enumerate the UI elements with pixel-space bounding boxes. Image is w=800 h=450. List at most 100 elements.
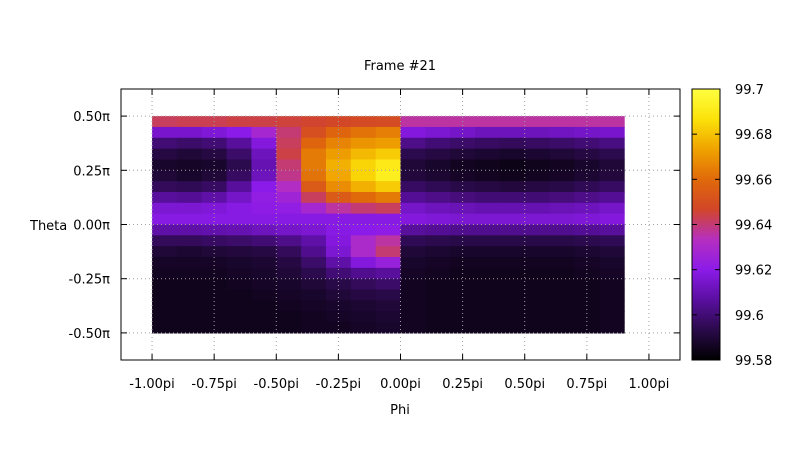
heatmap-cell [574,322,600,334]
x-tick-label: 1.00pi [629,377,670,392]
heatmap-cell [574,126,600,139]
y-tick-label: 0.25π [73,164,110,179]
heatmap-cell [549,148,576,161]
heatmap-cell [176,126,203,139]
heatmap-cell [375,159,402,171]
heatmap-cell [499,289,526,301]
heatmap-cell [251,202,277,215]
heatmap-cell [301,322,327,334]
heatmap-cell [450,224,476,236]
heatmap-cell [425,278,451,291]
heatmap-cell [599,202,625,215]
heatmap-cell [400,191,426,204]
heatmap-cell [152,224,178,236]
heatmap-cell [226,267,253,280]
heatmap-cell [425,116,451,128]
heatmap-cell [599,246,625,258]
heatmap-cell [375,246,402,258]
heatmap-cell [549,170,576,182]
heatmap-cell [251,213,277,226]
heatmap-cell [375,235,402,247]
heatmap-cell [574,278,600,291]
heatmap-cell [325,322,352,334]
heatmap-cell [599,300,625,312]
heatmap-cell [301,181,327,193]
heatmap-cell [301,224,327,236]
heatmap-cell [350,300,377,312]
heatmap-cell [276,278,302,291]
colorbar-tick-label: 99.66 [735,173,772,188]
heatmap-cell [475,322,501,334]
heatmap-cell [499,159,526,171]
heatmap-cell [400,126,426,139]
heatmap-cell [400,159,426,171]
heatmap-cell [499,267,526,280]
heatmap-cell [475,267,501,280]
heatmap-cell [425,148,451,161]
heatmap-cell [574,246,600,258]
heatmap-cell [152,235,178,247]
heatmap-cell [251,257,277,269]
heatmap-cell [524,311,551,323]
heatmap-cell [599,311,625,323]
heatmap-cell [276,137,302,150]
heatmap-cell [301,159,327,171]
heatmap-cell [176,148,203,161]
heatmap-cell [176,191,203,204]
heatmap-cell [524,278,551,291]
heatmap-cell [276,181,302,193]
heatmap-cell [400,181,426,193]
heatmap-cell [226,148,253,161]
chart-title: Frame #21 [364,59,436,74]
heatmap-cell [251,278,277,291]
heatmap-cell [176,300,203,312]
heatmap-cell [375,213,402,226]
heatmap-cell [524,170,551,182]
heatmap-cell [599,191,625,204]
heatmap-cell [350,322,377,334]
heatmap-cell [400,289,426,301]
heatmap-cell [152,137,178,150]
heatmap-cell [325,289,352,301]
heatmap-cell [350,116,377,128]
heatmap-cell [425,311,451,323]
heatmap-cell [549,235,576,247]
heatmap-cell [549,213,576,226]
heatmap-cell [549,267,576,280]
heatmap-cell [276,213,302,226]
heatmap-cell [425,235,451,247]
heatmap-cell [350,311,377,323]
x-tick-label: -0.75pi [191,377,237,392]
heatmap-cell [375,267,402,280]
x-axis-ticks: -1.00pi -0.75pi -0.50pi -0.25pi 0.00pi 0.25pi… [129,89,669,392]
heatmap-cell [176,202,203,215]
heatmap-cell [251,311,277,323]
heatmap-cell [325,202,352,215]
heatmap-cell [425,246,451,258]
heatmap-cell [524,116,551,128]
heatmap-cell [450,148,476,161]
heatmap-cell [499,322,526,334]
heatmap-cell [176,267,203,280]
heatmap-cell [226,170,253,182]
heatmap-cell [251,289,277,301]
heatmap-cell [549,181,576,193]
heatmap-cell [499,246,526,258]
heatmap-cell [475,202,501,215]
heatmap-cell [176,246,203,258]
heatmap-cell [350,289,377,301]
heatmap-cell [499,213,526,226]
heatmap-cell [425,289,451,301]
heatmap-cell [599,224,625,236]
heatmap-cell [599,148,625,161]
heatmap-cell [524,137,551,150]
heatmap-cell [350,235,377,247]
heatmap-cell [226,224,253,236]
heatmap-cell [400,267,426,280]
heatmap-cell [375,126,402,139]
heatmap-cell [549,311,576,323]
heatmap-cell [599,322,625,334]
heatmap-cell [499,126,526,139]
x-tick-label: 0.00pi [380,377,421,392]
heatmap-cell [499,257,526,269]
